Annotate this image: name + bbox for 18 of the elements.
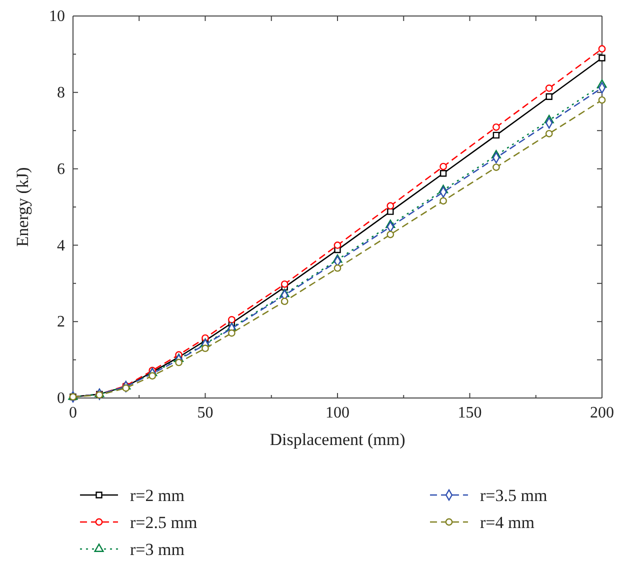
legend-label: r=3.5 mm (480, 486, 548, 505)
legend-label: r=4 mm (480, 513, 534, 532)
x-tick-label: 0 (69, 404, 77, 422)
y-tick-label: 10 (49, 8, 65, 26)
x-tick-label: 50 (197, 404, 214, 422)
y-tick-label: 0 (57, 390, 65, 408)
y-tick-label: 4 (57, 237, 65, 254)
y-tick-label: 6 (57, 160, 65, 178)
x-tick-label: 200 (590, 404, 614, 422)
legend-label: r=2.5 mm (130, 513, 198, 532)
y-axis-title: Energy (kJ) (13, 167, 32, 247)
x-axis-title: Displacement (mm) (270, 430, 406, 449)
x-tick-label: 150 (458, 404, 482, 422)
x-tick-label: 100 (326, 404, 350, 422)
legend-label: r=3 mm (130, 540, 184, 559)
legend-label: r=2 mm (130, 486, 184, 505)
y-tick-label: 2 (57, 314, 65, 331)
y-tick-label: 8 (57, 84, 65, 102)
